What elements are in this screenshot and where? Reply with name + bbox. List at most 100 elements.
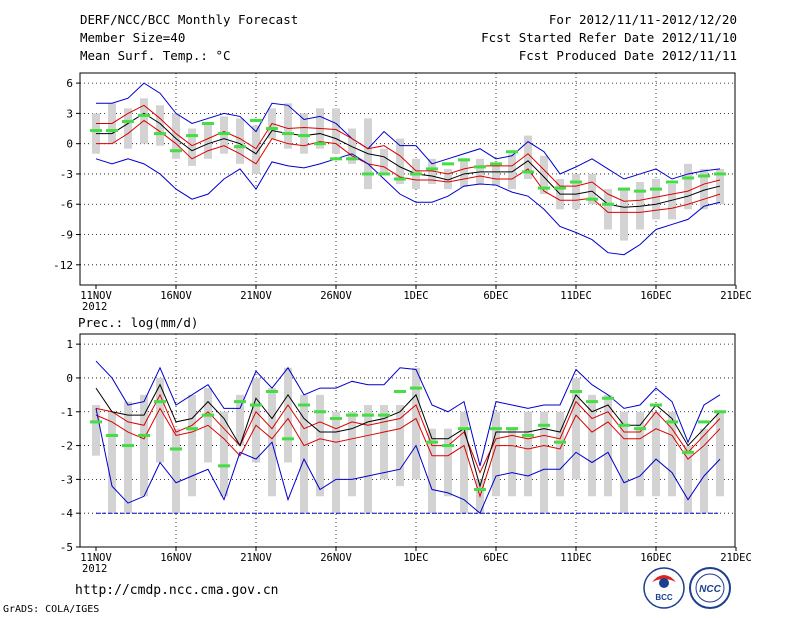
temp-spread-bar	[188, 128, 196, 166]
prec-observed-mark	[234, 400, 246, 404]
temp-spread-bar	[684, 163, 692, 210]
prec-observed-mark	[506, 427, 518, 431]
prec-observed-mark	[538, 423, 550, 427]
forecast-started: Fcst Started Refer Date 2012/11/10	[481, 30, 737, 45]
prec-spread-bar	[460, 411, 468, 514]
temp-observed-mark	[266, 127, 278, 131]
temp-xtick-label: 6DEC	[483, 290, 508, 302]
prec-spread-bar	[428, 428, 436, 514]
prec-spread-bar	[700, 428, 708, 514]
prec-observed-mark	[218, 464, 230, 468]
prec-ytick-label: -3	[60, 473, 73, 486]
prec-spread-bar	[396, 405, 404, 487]
prec-observed-mark	[154, 400, 166, 404]
temp-spread-bar	[332, 108, 340, 154]
prec-observed-mark	[618, 423, 630, 427]
prec-ytick-label: -4	[60, 507, 74, 520]
prec-spread-bar	[188, 394, 196, 497]
grads-credit: GrADS: COLA/IGES	[3, 604, 100, 615]
temp-frame	[79, 72, 736, 286]
temp-observed-mark	[586, 197, 598, 201]
forecast-produced: Fcst Produced Date 2012/11/11	[518, 48, 737, 63]
temp-spread-bar	[252, 125, 260, 174]
prec-year-label: 2012	[82, 563, 107, 575]
temp-series-max	[96, 82, 721, 180]
temp-spread-bar	[668, 184, 676, 220]
temp-observed-mark	[186, 134, 198, 138]
temp-series-upper	[96, 104, 721, 202]
temp-spread-bar	[220, 116, 228, 154]
temp-observed-mark	[714, 172, 726, 176]
prec-spread-bar	[620, 411, 628, 514]
prec-spread-bar	[332, 411, 340, 514]
prec-observed-mark	[90, 420, 102, 424]
prec-spread-bar	[412, 367, 420, 480]
temp-observed-mark	[698, 174, 710, 178]
prec-observed-mark	[362, 413, 374, 417]
logo-ncc-text: NCC	[699, 584, 721, 595]
temp-observed-mark	[250, 118, 262, 122]
temp-observed-mark	[218, 132, 230, 136]
temp-spread-bar	[396, 138, 404, 185]
prec-spread-bar	[348, 411, 356, 497]
temp-observed-mark	[346, 157, 358, 161]
temp-observed-mark	[682, 176, 694, 180]
temp-observed-mark	[490, 162, 502, 166]
prec-observed-mark	[186, 427, 198, 431]
temp-spread-bar	[380, 148, 388, 174]
prec-spread-bar	[444, 428, 452, 497]
prec-panel-title: Prec.: log(mm/d)	[78, 315, 198, 330]
prec-xtick-label: 26NOV	[320, 552, 352, 564]
prec-observed-mark	[330, 417, 342, 421]
temp-spread-bar	[588, 173, 596, 205]
prec-spread-bar	[492, 411, 500, 497]
temp-observed-mark	[314, 142, 326, 146]
temp-ytick-label: 3	[66, 107, 73, 120]
temp-year-label: 2012	[82, 301, 107, 313]
prec-observed-mark	[522, 433, 534, 437]
prec-spread-bar	[236, 394, 244, 446]
prec-spread-bar	[588, 394, 596, 497]
prec-series-max	[95, 360, 721, 466]
logo-bcc-text: BCC	[655, 593, 673, 602]
source-url[interactable]: http://cmdp.ncc.cma.gov.cn	[75, 583, 279, 598]
prec-spread-bar	[364, 405, 372, 514]
temp-spread-bar	[524, 135, 532, 179]
prec-spread-bar	[124, 401, 132, 514]
prec-observed-mark	[106, 433, 118, 437]
temp-spread-bar	[492, 163, 500, 187]
temp-series-min	[95, 153, 721, 256]
temp-spread-bar	[604, 189, 612, 230]
temp-spread-bar	[284, 103, 292, 149]
prec-xtick-label: 6DEC	[483, 552, 508, 564]
temp-observed-mark	[410, 172, 422, 176]
temp-observed-mark	[154, 132, 166, 136]
prec-observed-mark	[442, 444, 454, 448]
prec-xtick-label: 16DEC	[640, 552, 672, 564]
temp-xtick-label: 26NOV	[320, 290, 352, 302]
temp-spread-bar	[572, 173, 580, 210]
temp-series-mean	[96, 112, 721, 208]
prec-observed-mark	[458, 427, 470, 431]
temp-xtick-label: 16DEC	[640, 290, 672, 302]
prec-xtick-label: 21DEC	[720, 552, 752, 564]
prec-series-min	[95, 408, 721, 515]
prec-observed-mark	[410, 386, 422, 390]
prec-observed-mark	[634, 427, 646, 431]
prec-spread-bar	[572, 377, 580, 480]
prec-observed-mark	[426, 440, 438, 444]
forecast-period: For 2012/11/11-2012/12/20	[548, 12, 737, 27]
prec-spread-bar	[156, 377, 164, 463]
prec-ytick-label: -1	[60, 406, 73, 419]
temp-spread-bar	[444, 168, 452, 190]
prec-spread-bar	[284, 367, 292, 463]
prec-observed-mark	[698, 420, 710, 424]
temp-spread-bar	[172, 113, 180, 159]
temp-spread-bar	[460, 158, 468, 188]
prec-spread-bar	[380, 405, 388, 480]
temp-spread-bar	[540, 155, 548, 195]
prec-spread-bar	[140, 394, 148, 497]
prec-spread-bar	[172, 428, 180, 514]
prec-observed-mark	[282, 437, 294, 441]
temp-observed-mark	[458, 158, 470, 162]
